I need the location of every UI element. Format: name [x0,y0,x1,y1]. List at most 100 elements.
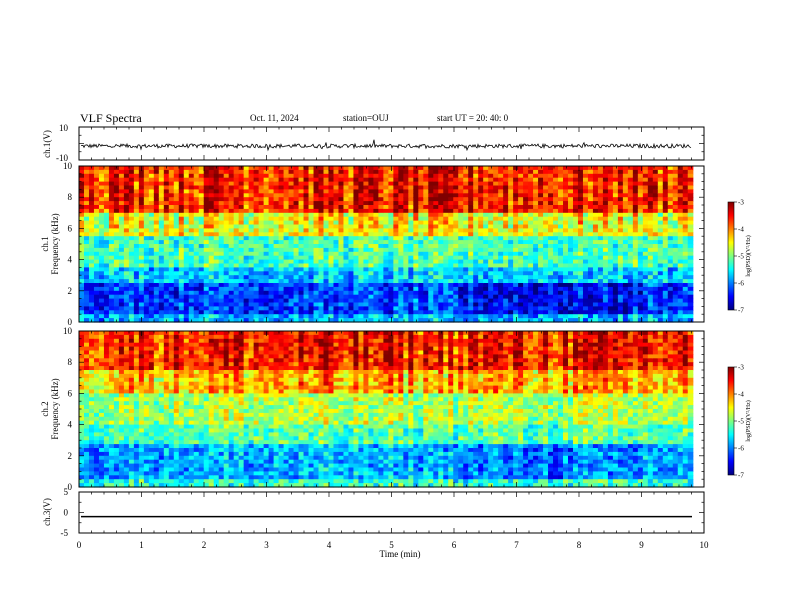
ch1-spectrogram-psd-cell [597,294,604,300]
ch1-spectrogram-psd-cell [498,224,504,229]
ch1-spectrogram-psd-cell [443,220,449,226]
ch1-spectrogram-psd-cell [563,286,569,292]
ch1-spectrogram-psd-cell [448,197,454,202]
ch1-spectrogram-psd-cell [632,201,639,206]
ch1-spectrogram-psd-cell [657,205,664,210]
ch1-spectrogram-psd-cell [203,205,210,210]
ch1-spectrogram-psd-cell [128,177,135,183]
ch1-spectrogram-psd-cell [363,189,370,194]
ch1-spectrogram-psd-cell [682,201,689,206]
ch1-spectrogram-psd-cell [458,306,464,311]
ch1-spectrogram-psd-cell [518,181,524,187]
ch1-spectrogram-psd-cell [553,166,559,171]
ch1-spectrogram-psd-cell [448,263,454,268]
ch1-spectrogram-psd-cell [218,220,225,226]
ch1-spectrogram-psd-cell [448,208,454,214]
ch1-spectrogram-psd-cell [268,166,275,171]
ch1-spectrogram-psd-cell [558,314,564,319]
ch1-spectrogram-psd-cell [343,275,350,280]
ch1-spectrogram-psd-cell [503,212,509,218]
ch1-spectrogram-psd-cell [278,169,285,175]
ch1-spectrogram-psd-cell [383,251,389,257]
ch1-spectrogram-psd-cell [458,220,464,226]
ch1-spectrogram-psd-cell [458,201,464,206]
ch1-spectrogram-psd-cell [662,201,669,206]
ch1-spectrogram-psd-cell [642,201,649,206]
ch1-spectrogram-psd-cell [483,244,489,249]
ch1-spectrogram-psd-cell [283,201,290,206]
ch1-spectrogram-psd-cell [637,306,644,311]
ch1-spectrogram-psd-cell [343,271,350,276]
ch1-spectrogram-psd-cell [667,216,674,222]
ch1-spectrogram-psd-cell [572,275,579,280]
ch1-spectrogram-psd-cell [108,271,115,276]
ch1-spectrogram-psd-cell [79,283,85,288]
ch1-spectrogram-psd-cell [597,216,604,222]
ch1-spectrogram-psd-cell [318,263,325,268]
ch1-spectrogram-psd-cell [617,228,624,233]
ch1-spectrogram-psd-cell [358,310,365,315]
ch1-spectrogram-psd-cell [428,189,434,194]
ch1-spectrogram-psd-cell [543,236,549,241]
ch1-spectrogram-psd-cell [523,193,529,198]
ch1-spectrogram-psd-cell [88,244,95,249]
ch2-spectrogram-psd-cell [79,409,85,414]
ch1-spectrogram-psd-cell [368,275,374,280]
ch1-spectrogram-psd-cell [637,251,644,257]
ch1-spectrogram-psd-cell [483,306,489,311]
ch1-spectrogram-psd-cell [592,232,599,237]
ch1-spectrogram-psd-cell [677,201,684,206]
ch1-spectrogram-psd-cell [433,314,439,319]
ch1-spectrogram-psd-cell [293,228,300,233]
ch1-spectrogram-psd-cell [163,275,170,280]
ch1-spectrogram-psd-cell [478,286,484,292]
ch1-spectrogram-psd-cell [612,302,619,307]
ch1-spectrogram-psd-cell [178,302,185,307]
ch1-spectrogram-psd-cell [602,189,609,194]
ch1-spectrogram-psd-cell [607,224,614,229]
ch1-spectrogram-psd-cell [238,259,245,265]
ch1-spectrogram-psd-cell [533,197,539,202]
ch1-spectrogram-psd-cell [293,166,300,171]
ch1-spectrogram-psd-cell [353,177,360,183]
ch1-spectrogram-psd-cell [388,306,394,311]
ch1-spectrogram-psd-cell [148,275,155,280]
ch1-spectrogram-psd-cell [677,294,684,300]
ch1-spectrogram-psd-cell [263,228,270,233]
ch1-spectrogram-psd-cell [418,255,424,261]
ch1-spectrogram-ytick-label: 4 [68,255,73,265]
ch1-spectrogram-psd-cell [79,298,85,304]
ch1-spectrogram-psd-cell [183,298,190,304]
ch1-spectrogram-psd-cell [193,275,200,280]
ch1-spectrogram-psd-cell [143,169,150,175]
ch1-spectrogram-psd-cell [298,228,305,233]
ch1-spectrogram-psd-cell [203,189,210,194]
ch1-spectrogram-psd-cell [253,275,260,280]
ch1-spectrogram-psd-cell [113,236,120,241]
ch1-spectrogram-psd-cell [438,173,444,179]
ch1-spectrogram-psd-cell [148,290,155,296]
ch1-spectrogram-psd-cell [662,255,669,261]
ch1-spectrogram-psd-cell [433,318,439,323]
ch1-spectrogram-psd-cell [273,275,280,280]
ch1-spectrogram-psd-cell [278,244,285,249]
ch1-spectrogram-psd-cell [448,224,454,229]
ch1-spectrogram-psd-cell [273,240,280,245]
ch1-spectrogram-psd-cell [88,286,95,292]
ch1-spectrogram-psd-cell [453,251,459,257]
ch1-spectrogram-psd-cell [428,181,434,187]
ch1-spectrogram-psd-cell [108,314,115,319]
ch1-spectrogram-psd-cell [677,181,684,187]
ch1-spectrogram-psd-cell [368,220,374,226]
ch1-spectrogram-psd-cell [647,208,654,214]
ch1-spectrogram-psd-cell [228,283,235,288]
ch1-spectrogram-psd-cell [183,310,190,315]
ch1-spectrogram-psd-cell [333,306,340,311]
ch1-spectrogram-psd-cell [283,275,290,280]
ch1-spectrogram-psd-cell [428,290,434,296]
ch1-spectrogram-psd-cell [423,201,429,206]
ch1-spectrogram-psd-cell [662,294,669,300]
ch1-spectrogram-psd-cell [597,267,604,272]
ch1-spectrogram-psd-cell [188,279,195,284]
ch1-spectrogram-psd-cell [523,240,529,245]
